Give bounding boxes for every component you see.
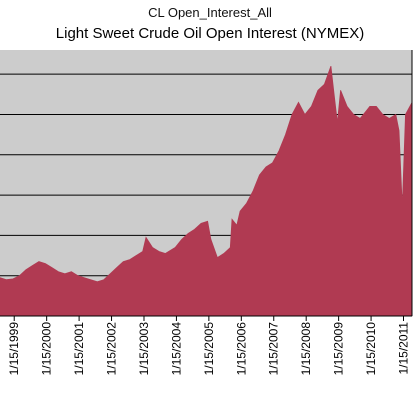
series-area-0 <box>0 65 413 317</box>
x-tick-label-9: 1/15/2008 <box>299 322 313 376</box>
x-tick-label-1: 1/15/2000 <box>40 322 54 376</box>
x-tick-label-5: 1/15/2004 <box>169 322 183 376</box>
x-tick-label-4: 1/15/2003 <box>137 322 151 376</box>
x-tick-label-2: 1/15/2001 <box>72 322 86 376</box>
x-tick-label-10: 1/15/2009 <box>332 322 346 376</box>
x-tick-label-3: 1/15/2002 <box>105 322 119 376</box>
x-tick-label-7: 1/15/2006 <box>234 322 248 376</box>
x-tick-label-8: 1/15/2007 <box>267 322 281 376</box>
chart-supertitle: CL Open_Interest_All <box>148 5 272 20</box>
x-tick-label-11: 1/15/2010 <box>364 322 378 376</box>
x-tick-label-12: 1/15/2011 <box>397 322 411 375</box>
x-tick-label-6: 1/15/2005 <box>202 322 216 376</box>
chart-title: Light Sweet Crude Oil Open Interest (NYM… <box>55 25 365 42</box>
x-tick-label-0: 1/15/1999 <box>7 322 21 376</box>
